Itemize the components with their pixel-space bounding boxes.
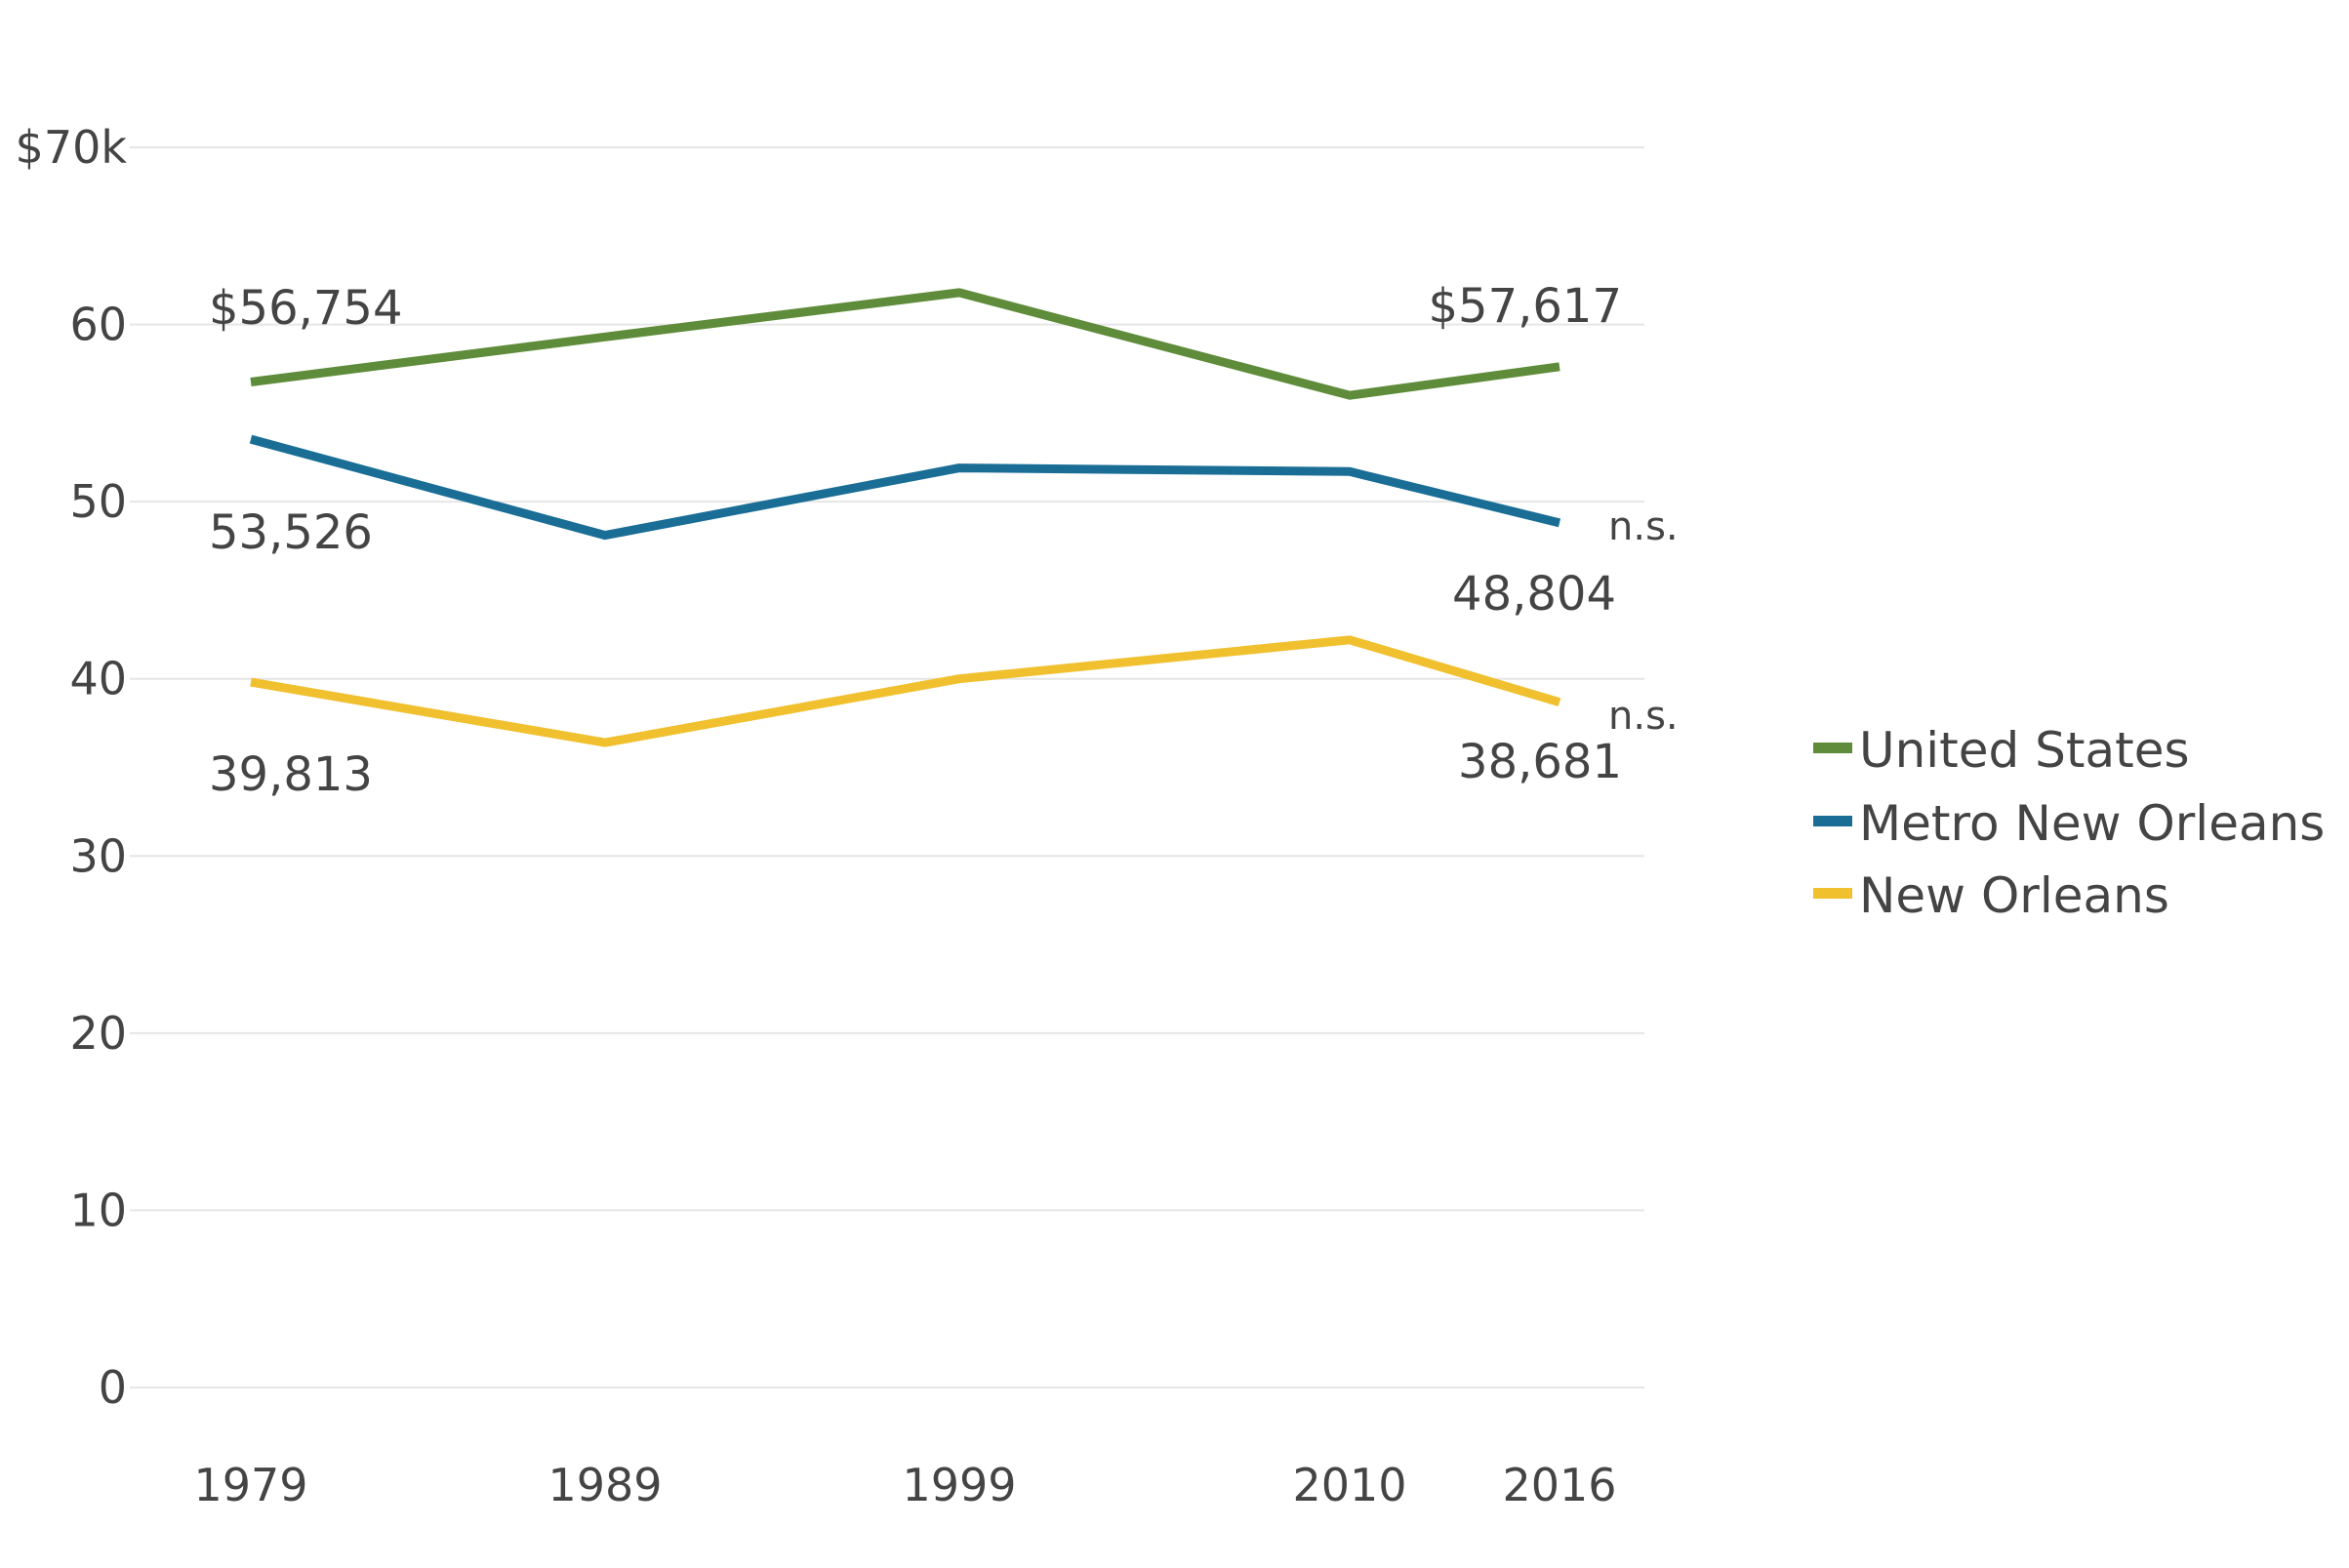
data-label-start: $56,754: [209, 281, 403, 336]
series-lines: [249, 288, 1561, 747]
y-tick-label: 10: [69, 1184, 127, 1236]
legend-swatch: [1813, 888, 1852, 899]
x-tick-label: 1979: [193, 1459, 307, 1511]
x-tick-label: 1999: [902, 1459, 1016, 1511]
series-line-metro-new-orleans: [249, 434, 1561, 541]
y-axis-ticks: 0 10 20 30 40 50 60 $70k: [16, 121, 128, 1414]
data-label-end: 38,681: [1458, 735, 1622, 789]
data-label-end: 48,804: [1452, 567, 1616, 622]
data-label-end: $57,617: [1429, 279, 1623, 334]
x-tick-label: 2010: [1292, 1459, 1406, 1511]
legend-label: New Orleans: [1859, 867, 2169, 924]
x-tick-label: 1989: [547, 1459, 662, 1511]
y-tick-label: 0: [99, 1361, 127, 1414]
legend-swatch: [1813, 816, 1852, 826]
legend-label: United States: [1859, 722, 2190, 779]
data-labels: $56,754 $57,617 53,526 48,804 n.s. 39,813 38,6…: [209, 279, 1679, 802]
series-line-new-orleans: [250, 635, 1561, 747]
y-tick-label: 20: [69, 1007, 127, 1060]
legend: United States Metro New Orleans New Orlean…: [1813, 722, 2325, 924]
x-tick-label: 2016: [1502, 1459, 1616, 1511]
x-axis-ticks: 1979 1989 1999 2010 2016: [193, 1459, 1616, 1511]
legend-swatch: [1813, 743, 1852, 753]
y-tick-label: 60: [69, 299, 127, 351]
y-tick-label: 30: [69, 829, 127, 882]
series-line-united-states: [250, 288, 1560, 400]
y-tick-label: $70k: [16, 121, 128, 174]
gridlines: [130, 146, 1644, 1388]
data-label-start: 53,526: [209, 505, 373, 560]
y-tick-label: 50: [69, 475, 127, 528]
y-tick-label: 40: [69, 653, 127, 705]
data-label-start: 39,813: [209, 747, 373, 802]
not-significant-note: n.s.: [1608, 694, 1679, 739]
not-significant-note: n.s.: [1608, 504, 1679, 549]
legend-label: Metro New Orleans: [1859, 795, 2325, 852]
